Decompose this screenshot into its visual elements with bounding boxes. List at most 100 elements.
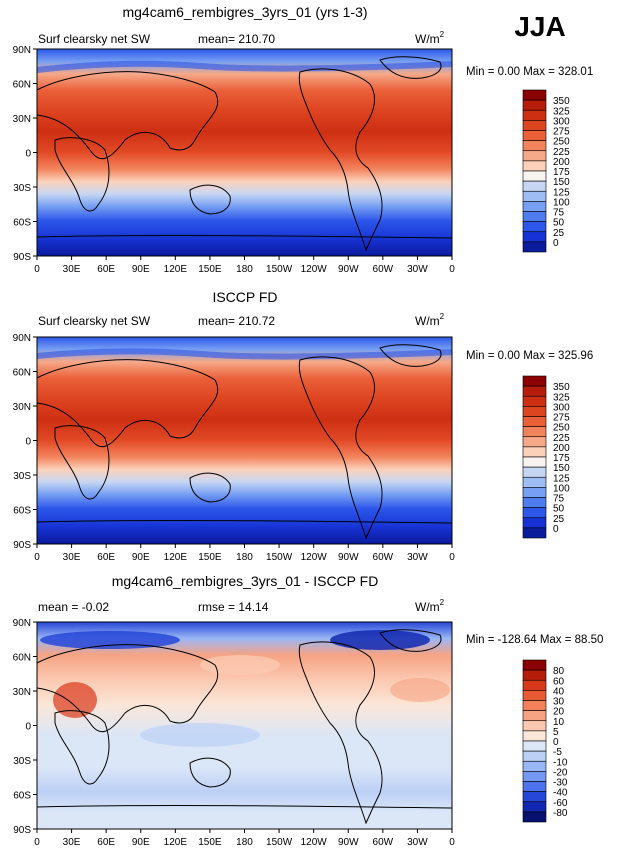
x-tick-label: 30W: [407, 837, 428, 848]
y-tick-label: 90N: [13, 333, 31, 344]
colorbar-swatch: [522, 791, 547, 803]
colorbar-swatch: [522, 781, 547, 792]
x-tick-label: 120W: [301, 264, 328, 275]
x-tick-label: 60E: [97, 264, 115, 275]
x-tick-label: 0: [34, 837, 40, 848]
x-tick-label: 30E: [63, 837, 81, 848]
colorbar-label: 0: [553, 524, 559, 535]
colorbar-swatch: [522, 241, 547, 253]
colorbar-swatch: [522, 201, 547, 212]
x-tick-label: 30E: [63, 552, 81, 563]
y-tick-label: 60S: [13, 506, 31, 517]
x-tick-label: 90E: [132, 837, 150, 848]
x-tick-label: 90W: [338, 264, 359, 275]
colorbar-swatch: [522, 221, 547, 233]
colorbar-label: 20: [553, 707, 565, 718]
colorbar-label: -40: [553, 788, 568, 799]
colorbar-label: 325: [553, 106, 570, 117]
colorbar-swatch: [522, 446, 547, 458]
colorbar-swatch: [522, 527, 547, 539]
colorbar-swatch: [522, 99, 547, 111]
colorbar-label: 5: [553, 727, 559, 738]
x-tick-label: 120E: [164, 837, 188, 848]
x-tick-label: 0: [34, 264, 40, 275]
x-tick-label: 120W: [301, 552, 328, 563]
colorbar-swatch: [522, 150, 547, 162]
colorbar-swatch: [522, 436, 547, 448]
colorbar-label: 275: [553, 413, 570, 424]
colorbar-swatch: [522, 740, 547, 752]
panel-3: mg4cam6_rembigres_3yrs_01 - ISCCP FD mea…: [13, 573, 604, 848]
colorbar-swatch: [522, 760, 547, 772]
panel-2-variable-label: Surf clearsky net SW: [38, 314, 151, 328]
colorbar-swatch: [522, 679, 547, 691]
panel-3-anomaly-patches: [40, 630, 450, 747]
colorbar-label: 175: [553, 167, 570, 178]
panel-3-map-field: [37, 622, 452, 829]
colorbar-label: -80: [553, 808, 568, 819]
x-tick-label: 120W: [301, 837, 328, 848]
colorbar-label: 275: [553, 127, 570, 138]
colorbar-swatch: [522, 690, 547, 701]
colorbar-label: 125: [553, 187, 570, 198]
colorbar-label: 225: [553, 433, 570, 444]
colorbar-label: 0: [553, 238, 559, 249]
x-tick-label: 90E: [132, 552, 150, 563]
x-tick-label: 180: [236, 264, 253, 275]
colorbar-label: 30: [553, 697, 565, 708]
x-tick-label: 60E: [97, 552, 115, 563]
x-tick-label: 30E: [63, 264, 81, 275]
x-tick-label: 30W: [407, 552, 428, 563]
panel-3-title: mg4cam6_rembigres_3yrs_01 - ISCCP FD: [112, 573, 379, 589]
y-tick-label: 30S: [13, 756, 31, 767]
y-tick-label: 60S: [13, 791, 31, 802]
panel-1-min-max: Min = 0.00 Max = 328.01: [466, 66, 593, 78]
x-tick-label: 150W: [266, 837, 293, 848]
colorbar-swatch: [522, 190, 547, 202]
colorbar-label: -10: [553, 757, 568, 768]
colorbar-label: 40: [553, 686, 565, 697]
colorbar-label: 350: [553, 96, 570, 107]
y-tick-label: 60S: [13, 218, 31, 229]
colorbar-swatch: [522, 507, 547, 519]
y-tick-label: 30S: [13, 183, 31, 194]
x-tick-label: 150E: [198, 552, 222, 563]
panel-1-units: W/m2: [415, 30, 445, 46]
colorbar-swatch: [522, 395, 547, 407]
colorbar-swatch: [522, 89, 547, 101]
colorbar-label: 50: [553, 504, 565, 515]
panel-1-coastlines: [36, 56, 453, 252]
panel-3-rmse-label: rmse = 14.14: [198, 600, 269, 614]
colorbar-swatch: [522, 659, 547, 671]
panel-1-x-axis: 0 30E 60E 90E 120E 150E 180 150W 120W 90W 60W 30W 0: [34, 256, 455, 275]
colorbar-swatch: [522, 385, 547, 397]
colorbar-label: -30: [553, 778, 568, 789]
colorbar-label: -20: [553, 767, 568, 778]
colorbar-label: 50: [553, 218, 565, 229]
y-tick-label: 90S: [13, 825, 31, 836]
colorbar-label: 25: [553, 514, 565, 525]
colorbar-swatch: [522, 497, 547, 508]
panel-1-map-field: [37, 49, 452, 256]
colorbar-swatch: [522, 456, 547, 468]
colorbar-label: 10: [553, 717, 565, 728]
panel-2-min-max: Min = 0.00 Max = 325.96: [466, 350, 593, 362]
colorbar-swatch: [522, 140, 547, 152]
y-tick-label: 90N: [13, 618, 31, 629]
x-tick-label: 150W: [266, 264, 293, 275]
panel-1-title: mg4cam6_rembigres_3yrs_01 (yrs 1-3): [122, 4, 367, 20]
x-tick-label: 30W: [407, 264, 428, 275]
x-tick-label: 150E: [198, 264, 222, 275]
colorbar-label: 125: [553, 473, 570, 484]
y-tick-label: 30N: [13, 687, 31, 698]
panel-3-x-axis: 0 30E 60E 90E 120E 150E 180 150W 120W 90W 60W 30W 0: [34, 829, 455, 848]
panel-2-map-field: [37, 337, 452, 544]
x-tick-label: 120E: [164, 552, 188, 563]
colorbar-label: 200: [553, 443, 570, 454]
x-tick-label: 90E: [132, 264, 150, 275]
colorbar-swatch: [522, 730, 547, 742]
colorbar-label: 25: [553, 228, 565, 239]
season-label: JJA: [514, 11, 565, 42]
